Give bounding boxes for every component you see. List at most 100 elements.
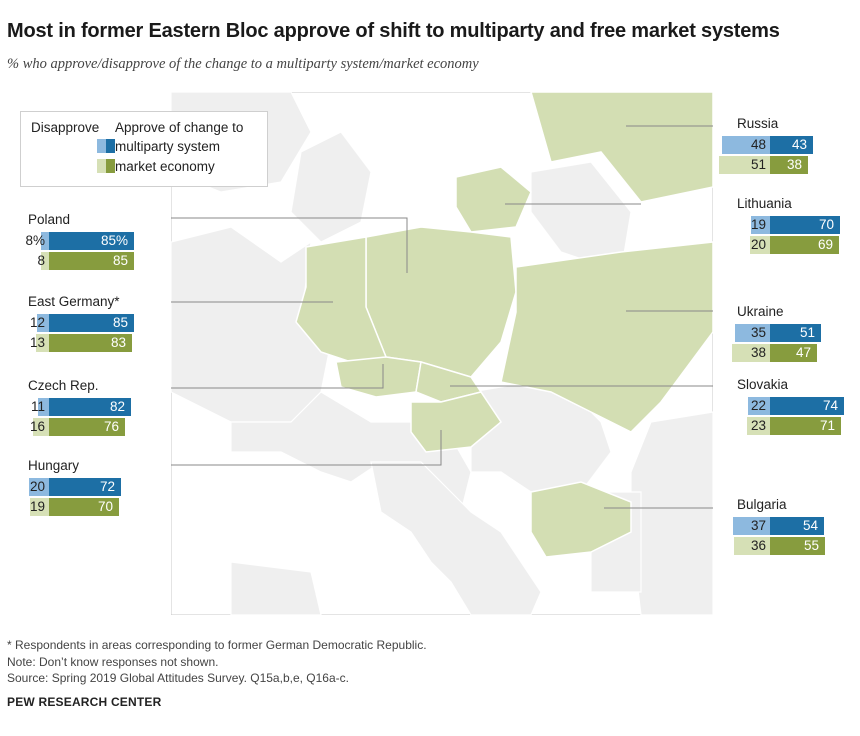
bar-row: 38 47 <box>732 344 860 362</box>
bar-approve: 85% <box>49 232 134 250</box>
bar-disapprove-label: 51 <box>750 157 766 172</box>
country-name: Hungary <box>28 458 80 473</box>
country-block: Bulgaria 37 54 36 55 <box>733 497 860 559</box>
country-name: Czech Rep. <box>28 378 99 393</box>
bar-row: 48 43 <box>722 136 860 154</box>
bar-disapprove-label: 19 <box>29 499 45 514</box>
bar-approve: 82 <box>49 398 131 416</box>
bar-disapprove-label: 8 <box>37 253 45 268</box>
bar-disapprove-label: 12 <box>29 315 45 330</box>
country-name: Slovakia <box>737 377 789 392</box>
bar-disapprove-label: 16 <box>29 419 45 434</box>
bar-disapprove-label: 20 <box>29 479 45 494</box>
chart-title: Most in former Eastern Bloc approve of s… <box>7 20 780 42</box>
bar-approve: 76 <box>49 418 125 436</box>
leader-lines <box>171 125 713 509</box>
bar-disapprove <box>41 232 49 250</box>
bar-disapprove <box>37 314 49 332</box>
map-ukraine <box>500 241 713 433</box>
bar-row: 8 85 <box>12 252 142 270</box>
country-block: East Germany* 12 85 13 83 <box>12 294 142 356</box>
legend-market-label: market economy <box>115 159 215 174</box>
footnote-east-germany: * Respondents in areas corresponding to … <box>7 638 427 652</box>
country-name: East Germany* <box>28 294 120 309</box>
bar-approve: 83 <box>49 334 132 352</box>
bar-approve: 85 <box>49 252 134 270</box>
bar-approve: 43 <box>770 136 813 154</box>
bar-disapprove-label: 11 <box>30 399 45 414</box>
bar-disapprove <box>733 517 770 535</box>
country-name: Russia <box>737 116 779 131</box>
bar-disapprove <box>719 156 770 174</box>
bar-disapprove <box>732 344 770 362</box>
bar-approve: 74 <box>770 397 844 415</box>
bar-disapprove <box>36 334 49 352</box>
bar-disapprove <box>41 252 49 270</box>
bar-row: 12 85 <box>12 314 142 332</box>
bar-disapprove <box>33 418 49 436</box>
bar-approve: 70 <box>770 216 840 234</box>
legend-swatch-multiparty-approve <box>106 139 115 153</box>
bar-disapprove-label: 19 <box>750 217 766 232</box>
bar-disapprove <box>734 537 770 555</box>
bar-disapprove-label: 8% <box>25 233 45 248</box>
legend: Disapprove Approve of change to multipar… <box>20 111 268 187</box>
map-russia <box>530 92 713 203</box>
bar-disapprove-label: 38 <box>750 345 766 360</box>
country-name: Lithuania <box>737 196 792 211</box>
bar-disapprove <box>751 216 770 234</box>
bar-row: 19 70 <box>12 498 142 516</box>
bar-disapprove <box>748 397 770 415</box>
country-block: Poland 8% 85% 8 85 <box>12 212 142 274</box>
country-name: Ukraine <box>737 304 784 319</box>
bar-disapprove <box>722 136 770 154</box>
bar-row: 11 82 <box>12 398 142 416</box>
legend-swatch-multiparty-disapprove <box>97 139 106 153</box>
bar-disapprove-label: 37 <box>750 518 766 533</box>
bar-row: 8% 85% <box>12 232 142 250</box>
chart-subtitle: % who approve/disapprove of the change t… <box>7 56 479 72</box>
legend-swatch-market-disapprove <box>97 159 106 173</box>
bar-row: 20 72 <box>12 478 142 496</box>
footnote-dont-know: Note: Don’t know responses not shown. <box>7 655 219 669</box>
country-name: Bulgaria <box>737 497 787 512</box>
legend-swatch-market-approve <box>106 159 115 173</box>
map-lithuania <box>455 166 532 233</box>
bar-row: 23 71 <box>733 417 860 435</box>
country-block: Lithuania 19 70 20 69 <box>733 196 860 258</box>
bar-approve: 47 <box>770 344 817 362</box>
bar-approve: 85 <box>49 314 134 332</box>
bar-row: 22 74 <box>733 397 860 415</box>
highlighted-countries <box>295 92 713 558</box>
bar-row: 37 54 <box>733 517 860 535</box>
bar-disapprove <box>750 236 770 254</box>
bar-disapprove <box>747 417 770 435</box>
country-block: Russia 48 43 51 38 <box>719 116 860 178</box>
map-bulgaria <box>530 481 632 558</box>
bar-disapprove-label: 20 <box>750 237 766 252</box>
bar-disapprove <box>38 398 49 416</box>
bar-row: 19 70 <box>733 216 860 234</box>
bar-approve: 71 <box>770 417 841 435</box>
bar-disapprove <box>735 324 770 342</box>
bar-disapprove-label: 22 <box>750 398 766 413</box>
bar-row: 20 69 <box>733 236 860 254</box>
bar-approve: 70 <box>49 498 119 516</box>
footnote-source: Source: Spring 2019 Global Attitudes Sur… <box>7 671 349 685</box>
legend-approve-label: Approve of change to <box>115 120 244 135</box>
map-hungary <box>410 391 502 453</box>
bar-disapprove-label: 23 <box>750 418 766 433</box>
bar-approve: 69 <box>770 236 839 254</box>
bar-row: 51 38 <box>719 156 860 174</box>
bar-approve: 38 <box>770 156 808 174</box>
bar-row: 16 76 <box>12 418 142 436</box>
country-block: Ukraine 35 51 38 47 <box>732 304 860 366</box>
bar-row: 36 55 <box>733 537 860 555</box>
legend-disapprove-label: Disapprove <box>31 120 100 135</box>
bar-disapprove <box>30 498 49 516</box>
bar-disapprove-label: 48 <box>750 137 766 152</box>
bar-disapprove <box>29 478 49 496</box>
bar-approve: 55 <box>770 537 825 555</box>
country-block: Hungary 20 72 19 70 <box>12 458 142 520</box>
bar-approve: 54 <box>770 517 824 535</box>
